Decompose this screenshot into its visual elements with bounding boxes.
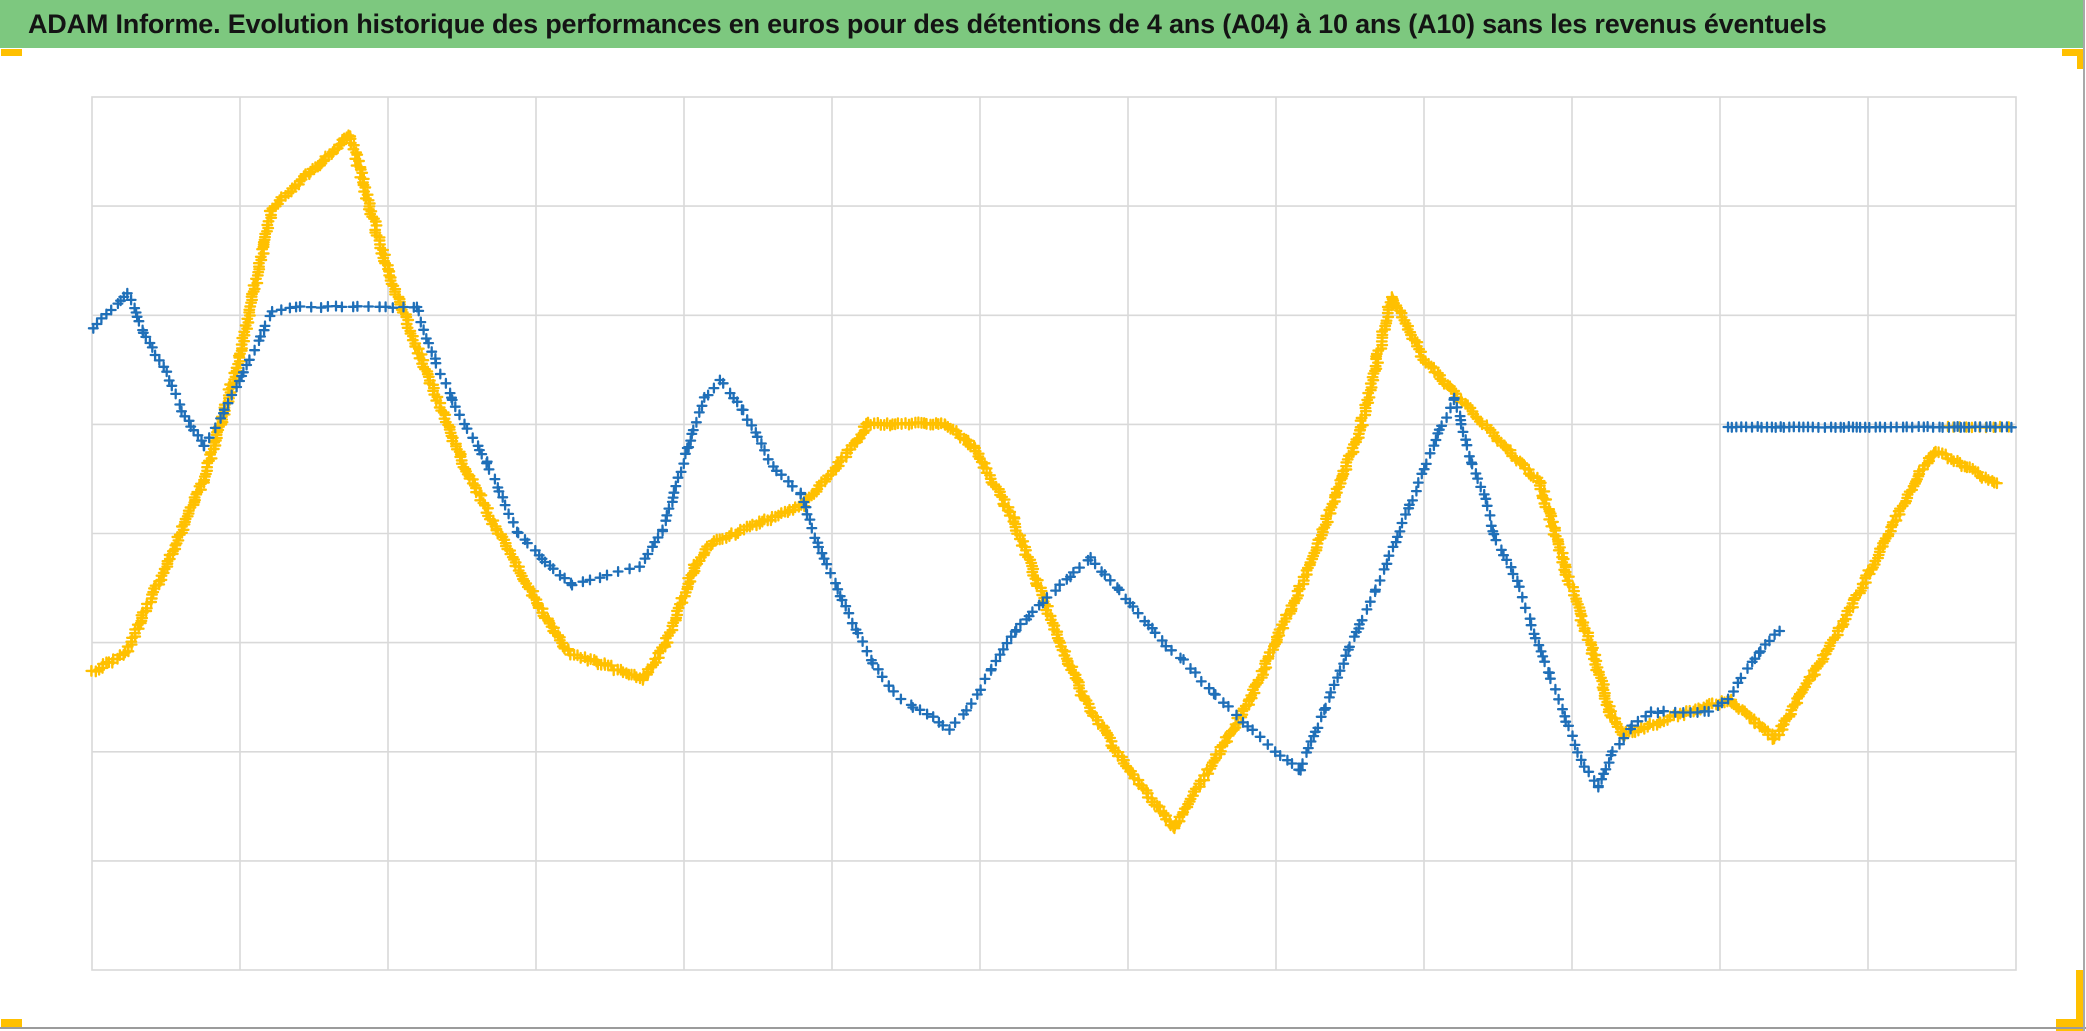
corner-accent-top-right (2062, 49, 2085, 56)
bottom-rule (0, 1027, 2086, 1029)
gold-series-markers (85, 129, 2015, 835)
chart-title: ADAM Informe. Evolution historique des p… (28, 8, 1827, 39)
plot-area-border (91, 96, 2017, 971)
chart-gridlines (92, 97, 2016, 970)
corner-accent-bottom-right-arm (2076, 970, 2085, 1031)
corner-accent-top-left (1, 49, 22, 56)
corner-accent-bottom-right (2056, 1019, 2085, 1031)
blue-series-markers (87, 287, 2017, 793)
corner-accent-top-right-arm (2077, 49, 2085, 69)
corner-accent-bottom-left (1, 1019, 22, 1028)
chart-title-bar: ADAM Informe. Evolution historique des p… (0, 0, 2084, 48)
right-rule (2083, 0, 2085, 1031)
